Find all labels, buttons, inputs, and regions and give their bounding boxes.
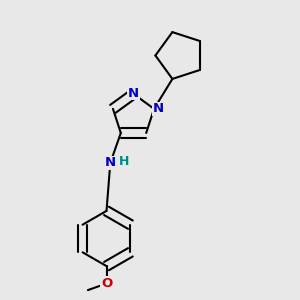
Text: H: H	[118, 155, 129, 168]
Text: O: O	[101, 277, 112, 290]
Text: N: N	[105, 157, 116, 169]
Text: N: N	[153, 102, 164, 115]
Text: N: N	[128, 87, 139, 100]
